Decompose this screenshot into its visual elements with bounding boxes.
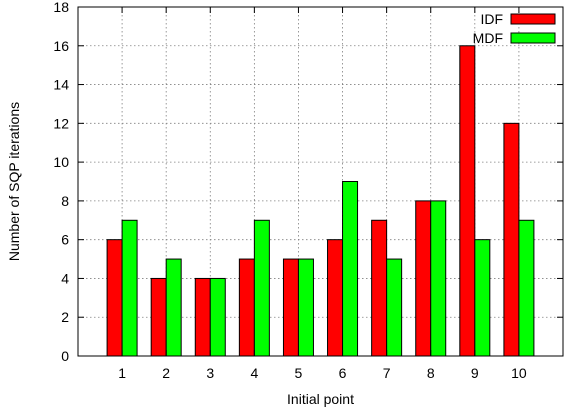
y-tick-label: 16 — [53, 38, 69, 54]
y-tick-label: 6 — [61, 232, 69, 248]
bar-mdf-8 — [430, 200, 447, 357]
bar-idf-8 — [415, 200, 432, 357]
x-tick-label: 6 — [339, 365, 347, 381]
y-tick-label: 0 — [61, 348, 69, 364]
x-axis-label: Initial point — [287, 391, 354, 407]
y-tick-label: 2 — [61, 309, 69, 325]
bar-mdf-1 — [121, 219, 138, 357]
x-tick-label: 2 — [162, 365, 170, 381]
bar-mdf-3 — [209, 277, 226, 357]
y-tick-label: 8 — [61, 193, 69, 209]
bar-mdf-5 — [297, 258, 314, 357]
bar-mdf-7 — [386, 258, 403, 357]
x-tick-label: 10 — [511, 365, 527, 381]
y-tick-label: 12 — [53, 115, 69, 131]
bar-idf-4 — [238, 258, 255, 357]
y-tick-label: 4 — [61, 270, 69, 286]
x-tick-label: 8 — [427, 365, 435, 381]
x-tick-label: 3 — [206, 365, 214, 381]
y-tick-label: 10 — [53, 154, 69, 170]
legend-label-mdf: MDF — [473, 30, 503, 46]
bar-idf-9 — [459, 45, 476, 357]
bar-mdf-2 — [165, 258, 182, 357]
bar-idf-5 — [282, 258, 299, 357]
bar-mdf-6 — [342, 181, 359, 357]
y-tick-label: 18 — [53, 0, 69, 15]
x-tick-label: 1 — [118, 365, 126, 381]
x-tick-label: 5 — [295, 365, 303, 381]
bar-idf-1 — [106, 239, 123, 357]
x-tick-label: 4 — [250, 365, 258, 381]
x-tick-label: 7 — [383, 365, 391, 381]
bar-idf-2 — [150, 277, 167, 357]
bars — [106, 45, 535, 357]
bar-idf-7 — [371, 219, 388, 357]
bar-mdf-4 — [253, 219, 270, 357]
bar-mdf-10 — [518, 219, 535, 357]
legend-label-idf: IDF — [480, 11, 503, 27]
x-tick-label: 9 — [471, 365, 479, 381]
bar-mdf-9 — [474, 239, 491, 357]
legend: IDF MDF — [473, 11, 556, 46]
y-axis-label: Number of SQP iterations — [6, 102, 22, 261]
legend-swatch-mdf — [510, 32, 556, 44]
bar-idf-6 — [327, 239, 344, 357]
legend-swatch-idf — [510, 13, 556, 25]
bar-idf-3 — [194, 277, 211, 357]
plot-frame — [77, 6, 564, 357]
y-tick-label: 14 — [53, 77, 69, 93]
bar-idf-10 — [503, 122, 520, 357]
